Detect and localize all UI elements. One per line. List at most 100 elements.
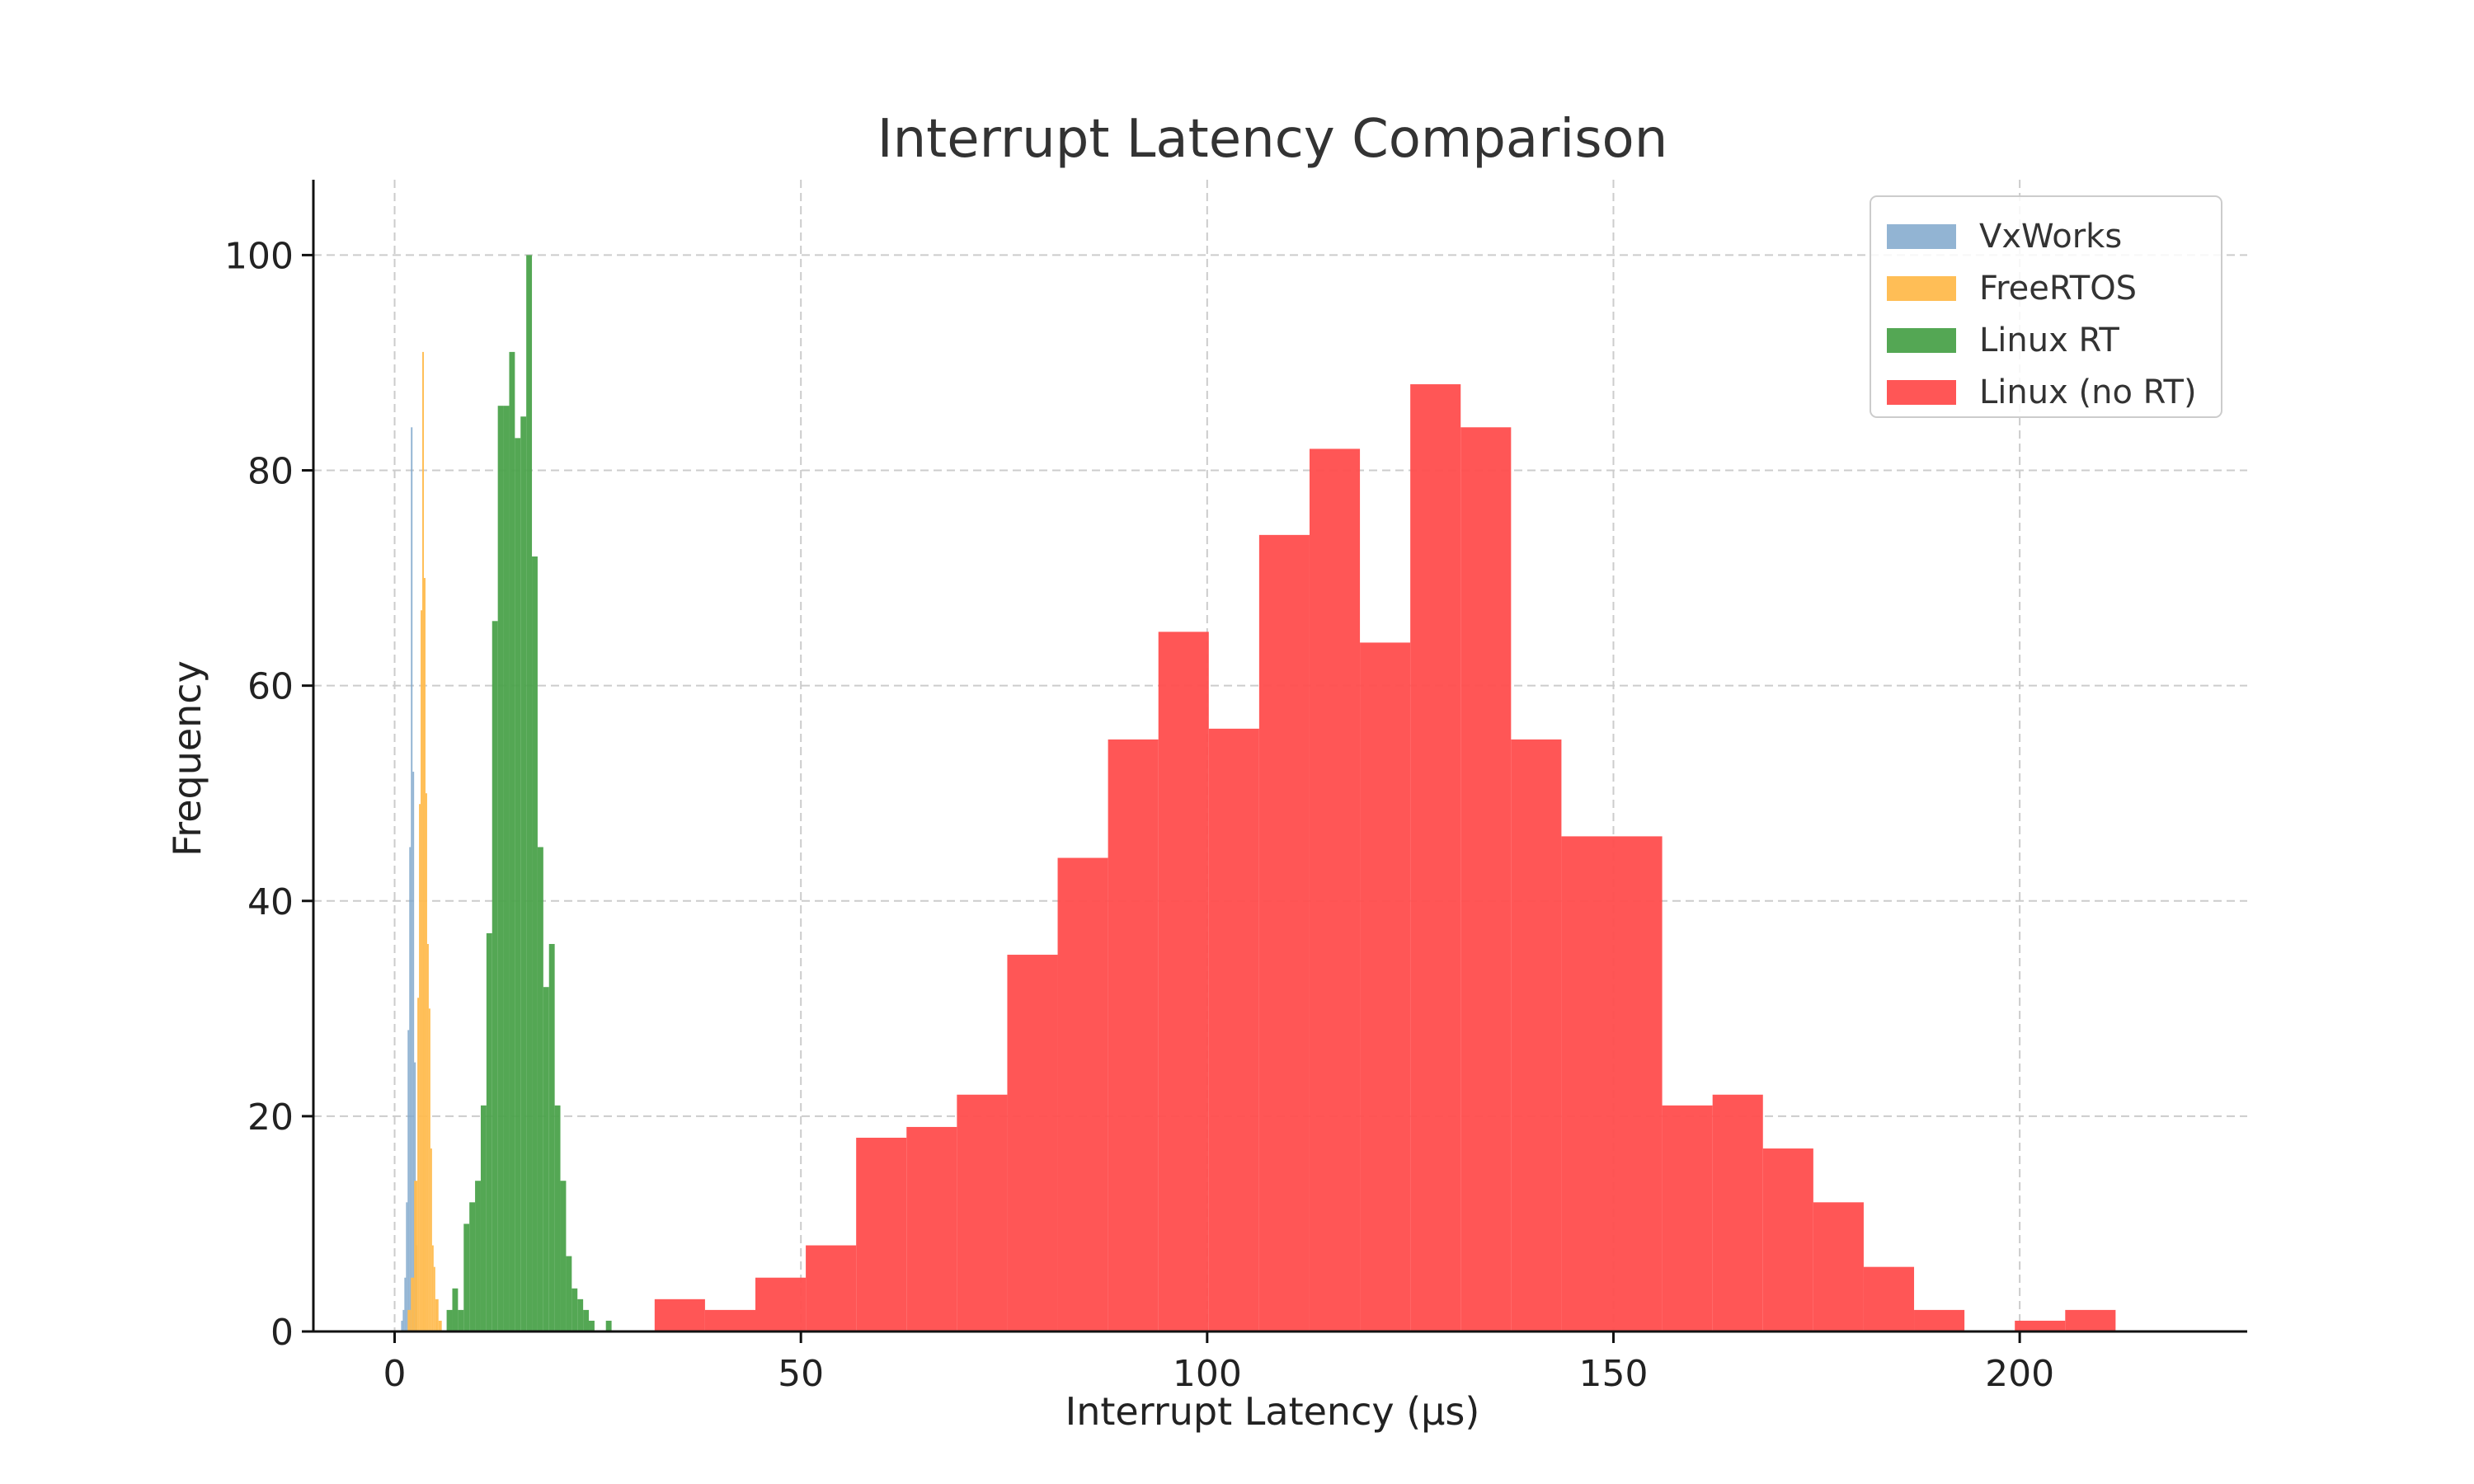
- histogram-bar: [654, 1298, 705, 1331]
- histogram-bar: [431, 1245, 434, 1331]
- y-axis-title: Frequency: [165, 660, 209, 857]
- series-linux-no-rt: [654, 384, 2116, 1331]
- y-tick-label: 0: [270, 1312, 294, 1354]
- x-tick-label: 50: [778, 1353, 824, 1395]
- histogram-bar: [856, 1137, 907, 1331]
- histogram-bar: [425, 793, 427, 1331]
- histogram-bar: [475, 1181, 481, 1331]
- histogram-bar: [486, 932, 492, 1331]
- histogram-bar: [492, 621, 498, 1331]
- histogram-bar: [452, 1288, 459, 1331]
- histogram-bar: [560, 1181, 567, 1331]
- histogram-bar: [424, 578, 426, 1331]
- histogram-bar: [806, 1245, 857, 1331]
- series-freertos: [407, 351, 442, 1331]
- histogram-bar: [412, 772, 415, 1331]
- histogram-bar: [566, 1256, 572, 1331]
- x-tick-label: 100: [1173, 1353, 1242, 1395]
- histogram-bar: [422, 351, 424, 1331]
- histogram-bar: [583, 1309, 590, 1331]
- histogram-bar: [957, 1094, 1008, 1331]
- histogram-bar: [1511, 739, 1562, 1331]
- histogram-bar: [406, 1202, 408, 1331]
- histogram-bar: [409, 847, 412, 1331]
- histogram-bar: [407, 1309, 412, 1331]
- histogram-bar: [537, 847, 543, 1331]
- y-tick-label: 60: [247, 666, 294, 708]
- histogram-bar: [1208, 728, 1259, 1331]
- histogram-bar: [1410, 384, 1461, 1331]
- histogram-bar: [577, 1298, 584, 1331]
- legend-swatch: [1887, 380, 1956, 405]
- histogram-bar: [704, 1309, 755, 1331]
- legend-swatch: [1887, 276, 1956, 301]
- histogram-bar: [463, 1223, 470, 1331]
- bars-layer: [401, 255, 2116, 1332]
- histogram-bar: [509, 351, 515, 1331]
- x-tick-label: 150: [1578, 1353, 1648, 1395]
- axes-layer: 0 50 100 150 200 0 20 40 60 80 100: [224, 180, 2247, 1395]
- histogram-bar: [1258, 534, 1310, 1331]
- histogram-bar: [469, 1202, 476, 1331]
- histogram-bar: [417, 998, 420, 1331]
- legend: VxWorks FreeRTOS Linux RT Linux (no RT): [1870, 195, 2222, 418]
- y-tick-label: 20: [247, 1097, 294, 1139]
- legend-frame: [1870, 195, 2222, 418]
- histogram-bar: [1007, 955, 1058, 1331]
- histogram-bar: [411, 427, 413, 1331]
- legend-swatch: [1887, 224, 1956, 249]
- histogram-bar: [532, 556, 538, 1331]
- histogram-bar: [458, 1309, 464, 1331]
- histogram-bar: [1712, 1094, 1763, 1331]
- histogram-bar: [1561, 836, 1612, 1331]
- histogram-bar: [497, 406, 504, 1331]
- histogram-bar: [571, 1288, 578, 1331]
- histogram-bar: [755, 1277, 807, 1331]
- x-tick-label: 0: [383, 1353, 407, 1395]
- histogram-bar: [414, 1181, 418, 1331]
- histogram-bar: [526, 255, 533, 1331]
- histogram-bar: [1863, 1266, 1915, 1331]
- histogram-bar: [430, 1148, 432, 1331]
- x-tick-label: 200: [1985, 1353, 2054, 1395]
- histogram-bar: [435, 1298, 439, 1331]
- histogram-bar: [402, 1309, 405, 1331]
- histogram-bar: [426, 943, 429, 1331]
- histogram-bar: [605, 1320, 612, 1331]
- histogram-bar: [554, 1105, 561, 1331]
- histogram-bar: [1762, 1148, 1813, 1331]
- histogram-bar: [2015, 1320, 2066, 1331]
- histogram-bar: [503, 406, 510, 1331]
- histogram-bar: [438, 1320, 442, 1331]
- series-linux-rt: [446, 255, 612, 1332]
- histogram-bar: [480, 1105, 487, 1331]
- histogram-bar: [1914, 1309, 1965, 1331]
- histogram-bar: [1108, 739, 1159, 1331]
- histogram-bar: [2065, 1309, 2116, 1331]
- histogram-bar: [401, 1320, 403, 1331]
- legend-label: FreeRTOS: [1979, 270, 2137, 308]
- histogram-bar: [419, 804, 421, 1331]
- histogram-bar: [548, 943, 555, 1331]
- histogram-bar: [1611, 836, 1663, 1331]
- histogram-bar: [421, 610, 423, 1331]
- histogram-bar: [1662, 1105, 1713, 1331]
- y-tick-label: 40: [247, 881, 294, 923]
- y-tick-label: 80: [247, 451, 294, 493]
- histogram-bar: [515, 438, 521, 1332]
- histogram-bar: [404, 1277, 407, 1331]
- histogram-bar: [1460, 427, 1512, 1331]
- histogram-bar: [589, 1320, 595, 1331]
- histogram-bar: [407, 1030, 410, 1331]
- legend-label: Linux (no RT): [1979, 373, 2197, 411]
- histogram-bar: [446, 1309, 453, 1331]
- histogram-bar: [411, 1277, 415, 1331]
- histogram-bar: [433, 1266, 435, 1331]
- histogram-bar: [428, 1008, 430, 1331]
- histogram-bar: [1057, 857, 1108, 1331]
- histogram-bar: [543, 987, 549, 1331]
- legend-label: Linux RT: [1979, 322, 2119, 359]
- histogram-bar: [520, 416, 527, 1331]
